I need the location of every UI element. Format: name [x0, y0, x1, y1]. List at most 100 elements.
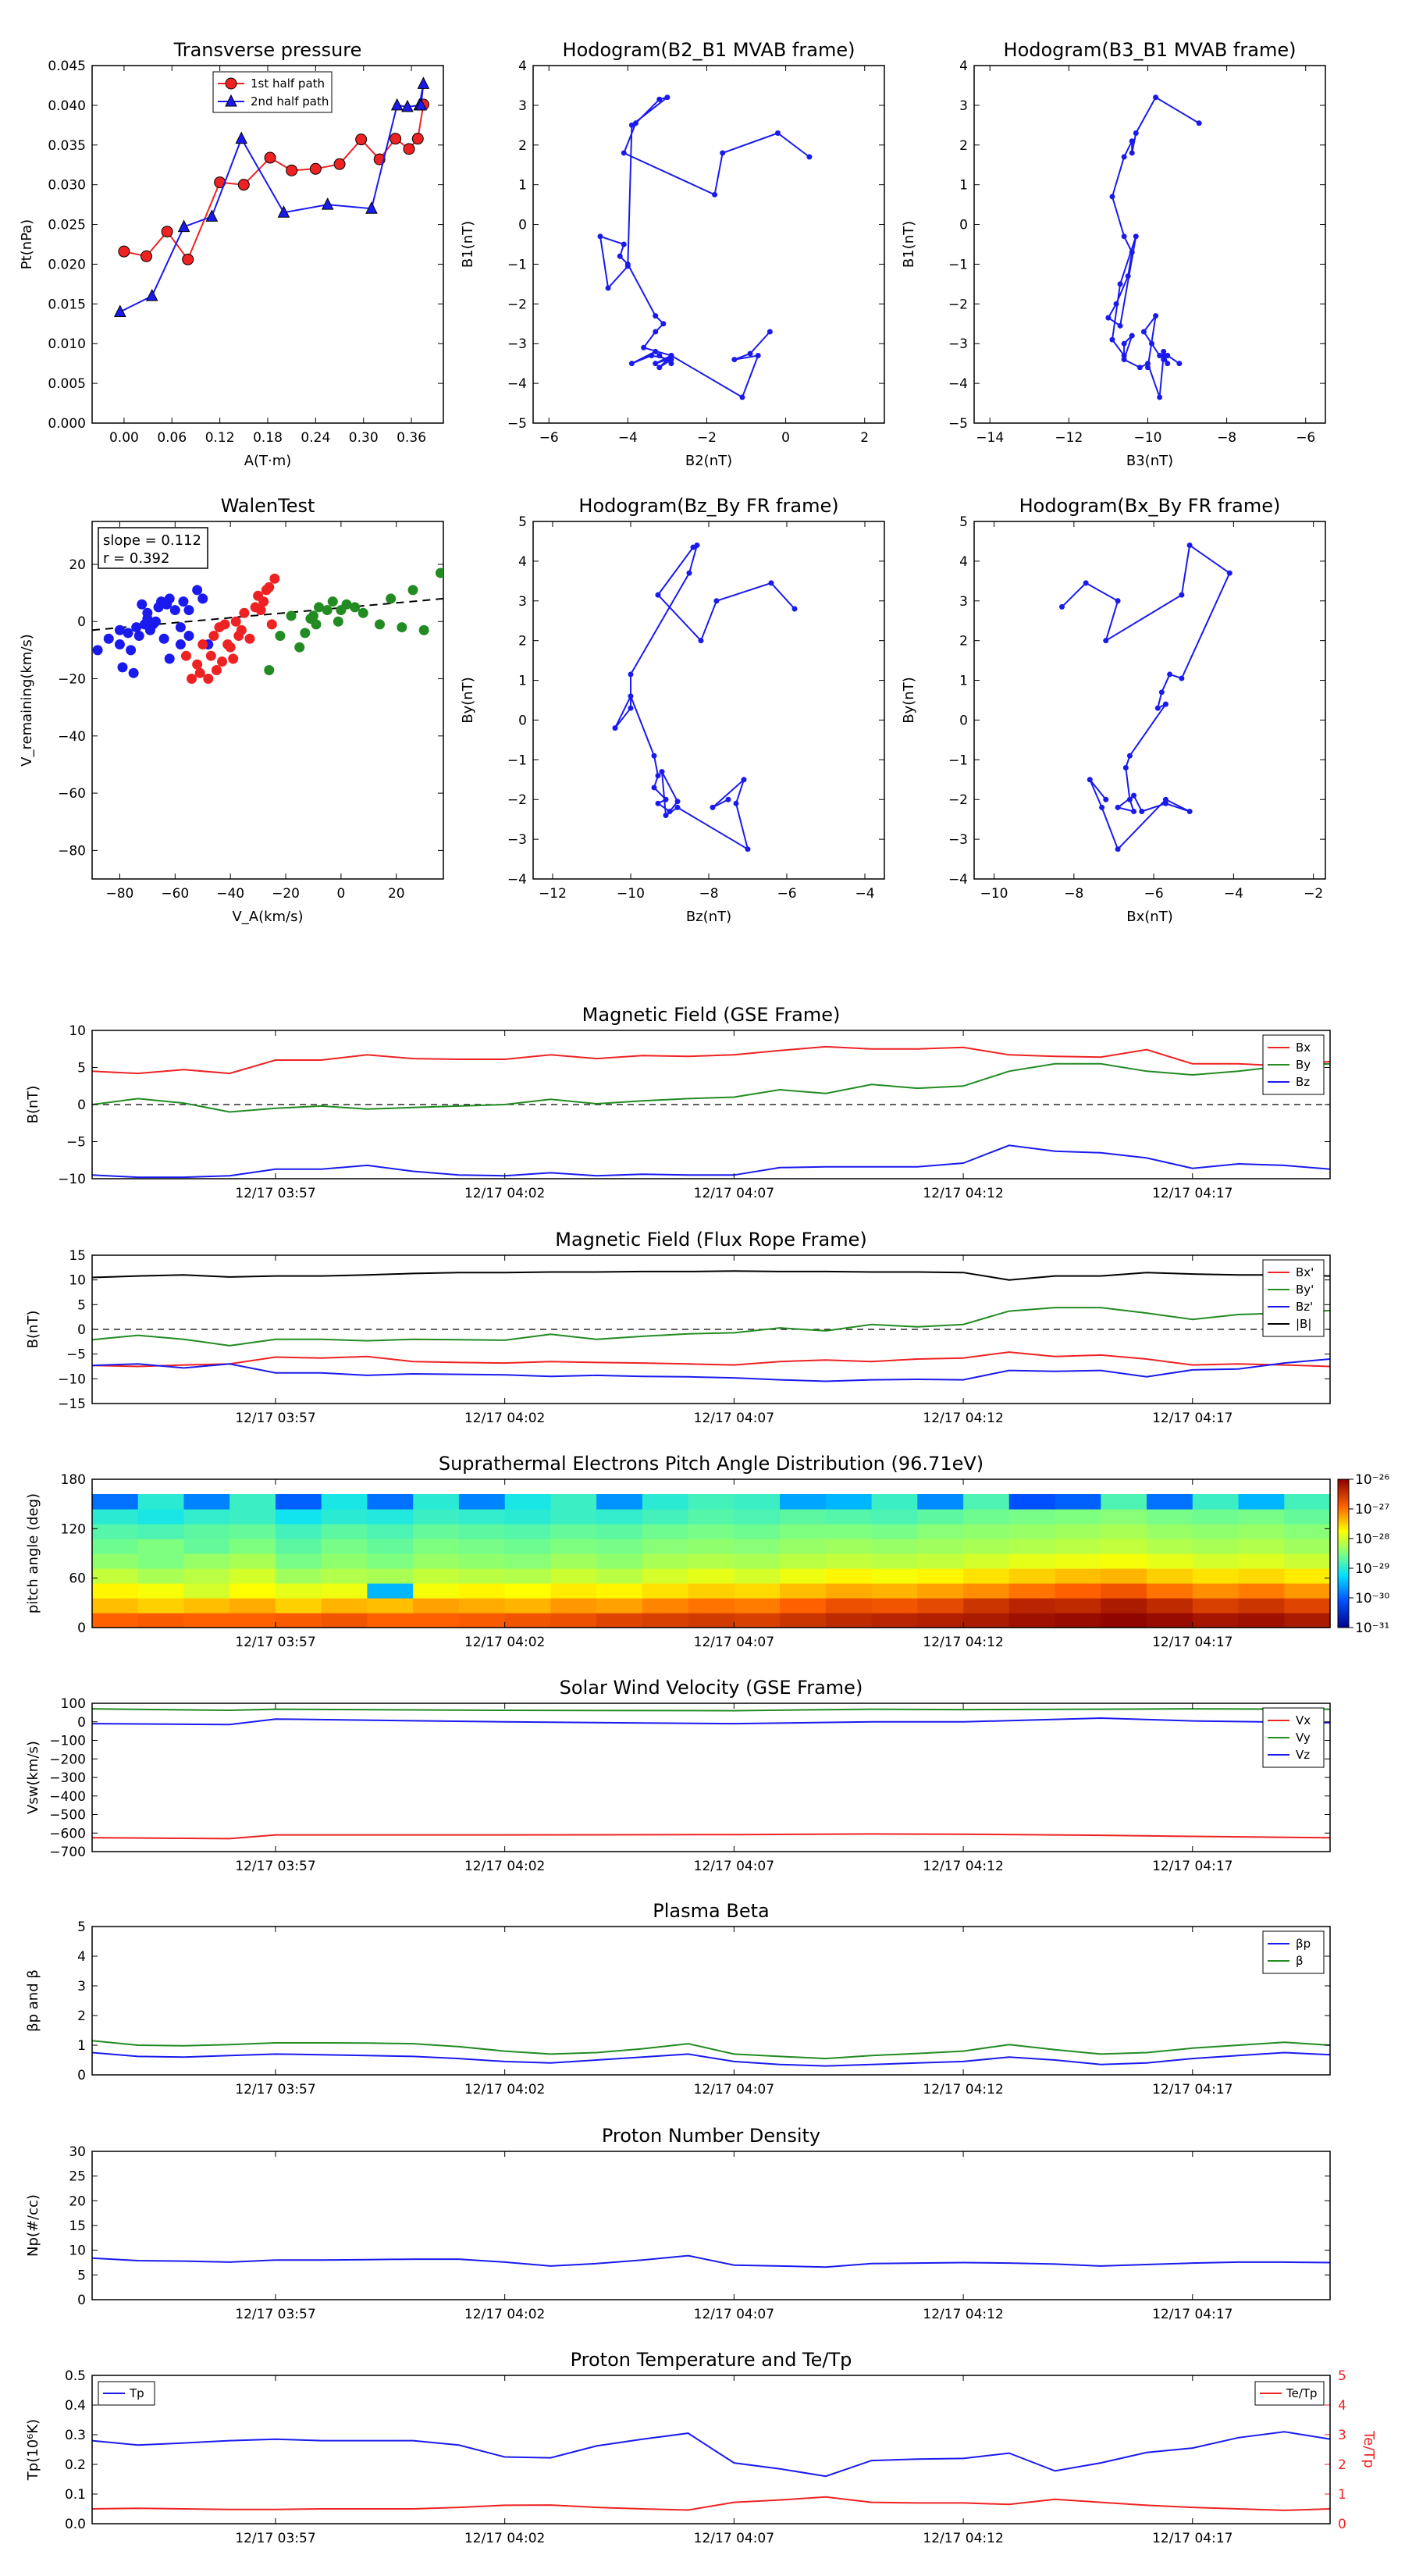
pad-cell — [917, 1583, 964, 1599]
h4-data-point — [1154, 705, 1161, 711]
walen-data-point — [211, 665, 222, 676]
tp-ytick-right-label: 3 — [1338, 2428, 1346, 2443]
mag_gse-xtick-label: 12/17 04:02 — [464, 1186, 545, 1201]
h1-data-point — [664, 94, 670, 101]
h1-data-point — [720, 150, 726, 156]
walen-data-point — [341, 599, 352, 610]
h1-ylabel: B1(nT) — [460, 221, 476, 268]
pad-cell — [1055, 1553, 1101, 1569]
pad-cell — [1284, 1509, 1331, 1525]
h3-ytick-label: 3 — [518, 594, 527, 610]
pad-ytick-label: 60 — [69, 1571, 86, 1587]
pad-cell — [596, 1509, 643, 1525]
h2-data-point — [1117, 281, 1123, 287]
pad-cell — [780, 1613, 827, 1628]
mag_gse-series-line-0 — [92, 1045, 1330, 1075]
pad-cell — [321, 1568, 368, 1584]
h1-ytick-label: −4 — [507, 376, 527, 392]
h2-data-point — [1165, 352, 1171, 358]
pad-cell — [137, 1524, 184, 1539]
pad-cell — [550, 1524, 597, 1539]
pad-cell — [276, 1568, 322, 1584]
pad-cell — [367, 1553, 414, 1569]
h4-xtick-label: −10 — [980, 886, 1008, 902]
h3-data-point — [659, 769, 665, 775]
pad-cell — [1147, 1583, 1193, 1599]
h1-data-point — [649, 352, 655, 358]
pad-cell — [1284, 1568, 1331, 1584]
h1-data-point — [668, 357, 674, 363]
pad-cell — [596, 1568, 643, 1584]
mag_fr-ytick-label: −10 — [58, 1372, 86, 1387]
h2-data-point — [1144, 361, 1151, 367]
vsw-legend-label: Vy — [1296, 1731, 1311, 1745]
walen-data-point — [275, 631, 286, 642]
pad-cell — [92, 1524, 139, 1539]
walen-data-point — [375, 619, 386, 630]
pad-cell — [596, 1524, 643, 1539]
tp-xtick-label: 0.12 — [205, 430, 235, 446]
vsw-ylabel: Vsw(km/s) — [25, 1741, 41, 1814]
mag_fr-ytick-label: −15 — [58, 1397, 86, 1412]
h2-data-point — [1129, 138, 1135, 144]
pad-cell — [963, 1568, 1010, 1584]
beta-xtick-label: 12/17 04:07 — [694, 2082, 774, 2097]
h2-data-point — [1161, 352, 1167, 358]
walen-data-point — [114, 624, 125, 635]
h3-ytick-label: −4 — [507, 872, 527, 888]
pad-cell — [734, 1539, 781, 1554]
h3-data-point — [663, 796, 669, 802]
chart-h3: Hodogram(Bz_By FR frame) Bz(nT) By(nT) −4 −3… — [460, 495, 885, 925]
pad-cell — [458, 1494, 506, 1510]
tp-data-point — [118, 245, 130, 258]
h4-data-point — [1115, 598, 1121, 604]
h1-data-point — [755, 352, 761, 358]
h3-data-point — [710, 804, 716, 810]
walen-ytick-label: 0 — [77, 614, 86, 630]
h4-ytick-label: −1 — [948, 753, 968, 768]
pad-cell — [1008, 1509, 1056, 1525]
pad-cell — [1238, 1539, 1285, 1554]
h1-ytick-label: 0 — [518, 218, 527, 233]
walen-frame — [91, 521, 444, 880]
mag_gse-ytick-label: 10 — [69, 1023, 86, 1039]
pad-cell — [825, 1613, 873, 1628]
beta-title: Plasma Beta — [653, 1900, 769, 1922]
pad-cell — [596, 1598, 643, 1614]
pad-xtick-label: 12/17 03:57 — [235, 1635, 315, 1650]
pad-cell — [963, 1539, 1010, 1554]
vsw-xtick-label: 12/17 04:07 — [694, 1859, 774, 1874]
pad-cell — [1055, 1509, 1101, 1525]
h3-series-line-0 — [614, 543, 795, 851]
h3-ytick-label: −1 — [507, 753, 527, 768]
walen-data-point — [397, 622, 407, 633]
walen-data-point — [435, 568, 443, 578]
h4-data-point — [1158, 689, 1165, 696]
walen-data-point — [225, 642, 236, 653]
walen-annotation-box — [98, 527, 208, 569]
pad-cell — [1055, 1524, 1101, 1539]
h1-ytick-label: 2 — [518, 138, 527, 154]
h3-ytick-label: 5 — [518, 514, 527, 530]
pad-cell — [458, 1568, 506, 1584]
h2-data-point — [1144, 365, 1151, 371]
pad-frame — [91, 1478, 1331, 1628]
tp-ytick-label: 0.040 — [48, 98, 86, 114]
h1-data-point — [806, 154, 813, 160]
beta-ytick-label: 1 — [77, 2038, 86, 2054]
h3-data-point — [651, 785, 657, 791]
h3-title: Hodogram(Bz_By FR frame) — [578, 495, 838, 517]
pad-cell — [871, 1553, 918, 1569]
h4-data-point — [1139, 808, 1145, 814]
h1-ytick-label: −3 — [507, 336, 527, 352]
tp-plot-area — [113, 76, 430, 318]
tp-data-point — [389, 133, 402, 145]
pad-cell — [229, 1568, 276, 1584]
pad-title: Suprathermal Electrons Pitch Angle Distr… — [439, 1453, 984, 1475]
pad-cell — [917, 1613, 964, 1628]
pad-cell — [825, 1539, 873, 1554]
pad-cell — [504, 1494, 551, 1510]
pad-cell — [92, 1568, 139, 1584]
pad-cell — [1008, 1539, 1056, 1554]
pad-cell — [1055, 1583, 1101, 1599]
